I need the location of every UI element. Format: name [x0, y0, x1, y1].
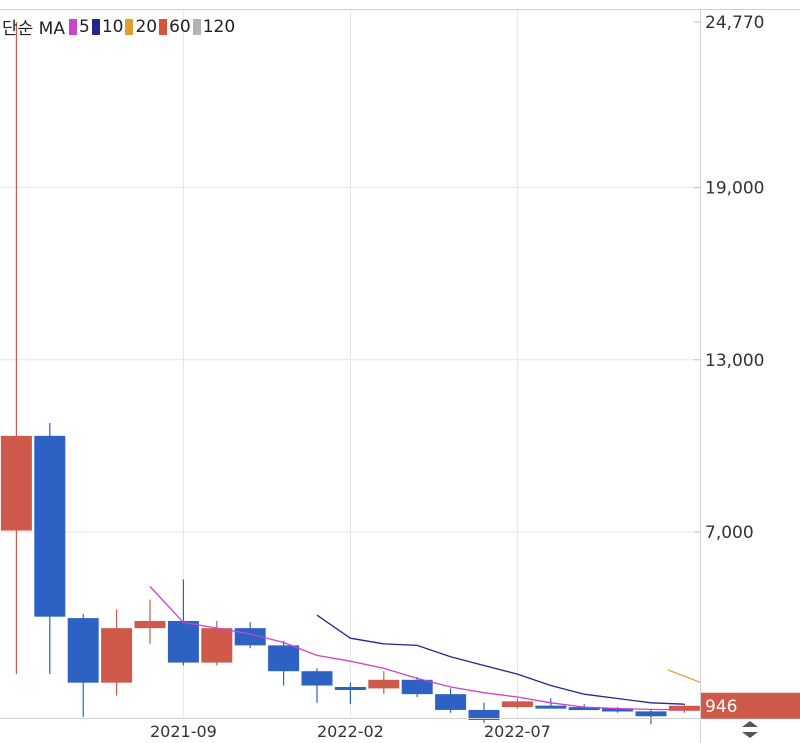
- legend-label-ma60: 60: [169, 16, 191, 37]
- legend-label-ma20: 20: [135, 16, 158, 37]
- ma-line-5: [149, 586, 685, 711]
- candle-body: [635, 711, 667, 717]
- candle-body: [167, 620, 199, 663]
- candle-body: [401, 679, 433, 695]
- candle-body: [435, 694, 467, 710]
- candle-body: [602, 708, 634, 712]
- candle-body: [0, 435, 32, 531]
- legend-label-ma5: 5: [78, 16, 90, 37]
- candle-body: [268, 645, 300, 672]
- y-tick-label: 19,000: [705, 179, 764, 199]
- candle-body: [568, 707, 600, 711]
- ma-legend[interactable]: 단순 MA 5 10 20 60 120: [2, 14, 236, 40]
- candle-body: [201, 628, 233, 663]
- legend-swatch-ma60: [159, 18, 168, 35]
- legend-swatch-ma5: [68, 18, 77, 35]
- legend-swatch-ma20: [125, 18, 134, 35]
- candle-body: [34, 435, 66, 617]
- y-tick-label: 7,000: [705, 523, 754, 543]
- ma-line-10: [316, 614, 685, 705]
- legend-label-ma10: 10: [101, 16, 124, 37]
- x-tick-label: 2021-09: [150, 722, 217, 741]
- candle-body: [301, 671, 333, 686]
- last-price-label: 946: [705, 697, 737, 717]
- legend-swatch-ma120: [192, 18, 201, 35]
- grid: [0, 9, 800, 718]
- x-tick-label: 2022-02: [317, 722, 384, 741]
- ma-line-20: [667, 669, 702, 684]
- candle-body: [101, 628, 133, 683]
- candle-body: [134, 620, 166, 629]
- x-tick-label: 2022-07: [484, 722, 551, 741]
- candle-body: [368, 679, 400, 689]
- legend-label-ma120: 120: [202, 16, 236, 37]
- scroll-down-icon[interactable]: [742, 732, 758, 738]
- legend-swatch-ma10: [91, 18, 100, 35]
- candle-body: [501, 701, 533, 708]
- candle-body: [668, 705, 700, 711]
- candle-body: [67, 618, 99, 683]
- legend-title: 단순 MA: [2, 19, 65, 39]
- candles: [0, 22, 700, 725]
- y-tick-label: 24,770: [705, 13, 764, 33]
- moving-averages: [149, 586, 702, 711]
- last-price-badge: [701, 692, 800, 719]
- candle-body: [535, 705, 567, 709]
- candle-body: [468, 709, 500, 720]
- scroll-up-icon[interactable]: [742, 721, 758, 727]
- candle-body: [334, 686, 366, 690]
- y-tick-label: 13,000: [705, 351, 764, 371]
